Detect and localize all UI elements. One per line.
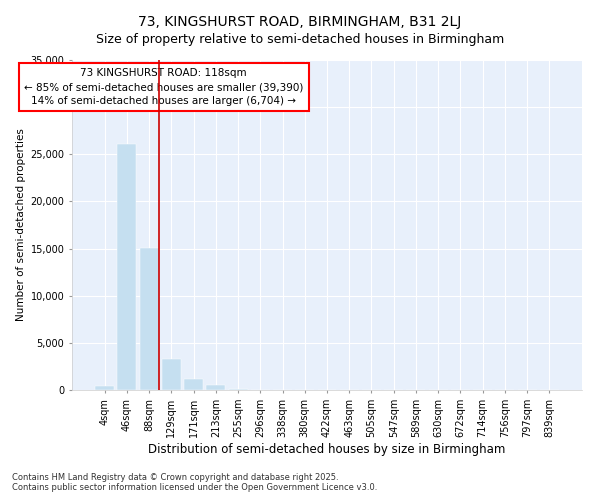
Bar xyxy=(162,359,181,390)
Bar xyxy=(95,386,114,390)
Bar xyxy=(184,378,203,390)
Bar xyxy=(140,248,158,390)
Bar xyxy=(229,388,248,390)
Text: 73 KINGSHURST ROAD: 118sqm
← 85% of semi-detached houses are smaller (39,390)
14: 73 KINGSHURST ROAD: 118sqm ← 85% of semi… xyxy=(24,68,304,106)
Text: Contains HM Land Registry data © Crown copyright and database right 2025.
Contai: Contains HM Land Registry data © Crown c… xyxy=(12,473,377,492)
Text: 73, KINGSHURST ROAD, BIRMINGHAM, B31 2LJ: 73, KINGSHURST ROAD, BIRMINGHAM, B31 2LJ xyxy=(139,15,461,29)
Y-axis label: Number of semi-detached properties: Number of semi-detached properties xyxy=(16,128,26,322)
Text: Size of property relative to semi-detached houses in Birmingham: Size of property relative to semi-detach… xyxy=(96,32,504,46)
X-axis label: Distribution of semi-detached houses by size in Birmingham: Distribution of semi-detached houses by … xyxy=(148,442,506,456)
Bar xyxy=(118,144,136,390)
Bar xyxy=(206,386,225,390)
